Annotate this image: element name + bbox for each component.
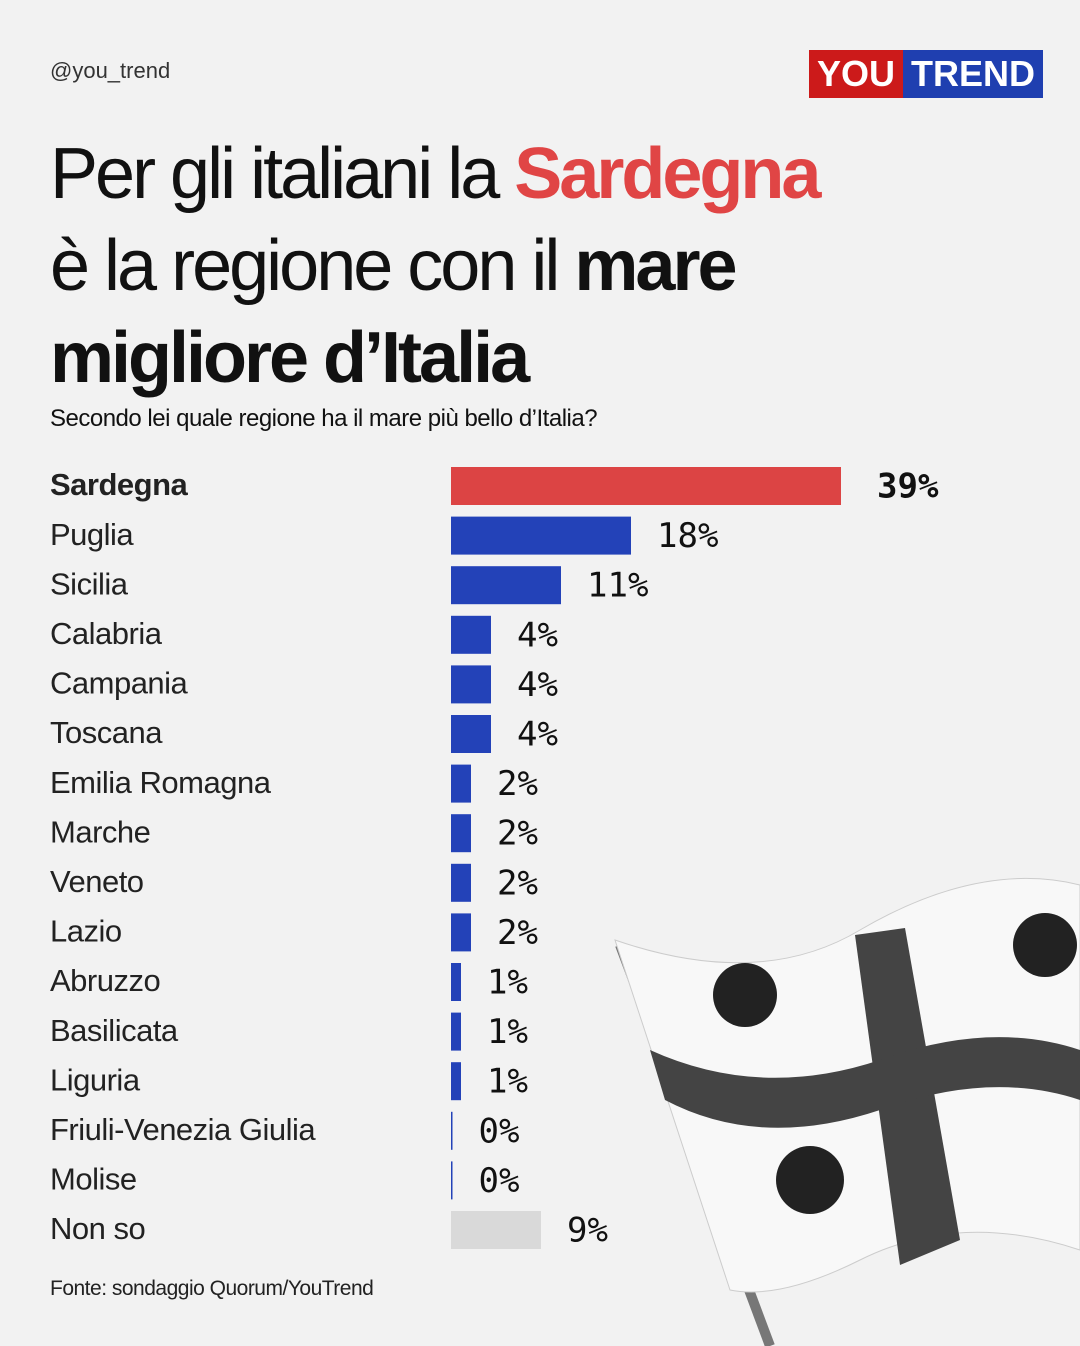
title-part: Per gli italiani la [50, 134, 515, 214]
bar [451, 1161, 453, 1200]
bar [451, 1211, 541, 1249]
bar [451, 863, 471, 902]
bar [451, 963, 461, 1001]
bar [451, 1062, 461, 1101]
category-label: Liguria [50, 1062, 141, 1097]
bar [451, 1111, 453, 1150]
handle: @you_trend [50, 58, 171, 83]
value-label: 2% [497, 863, 538, 903]
title-part: è la regione con il [50, 226, 575, 306]
bar [451, 467, 841, 505]
value-label: 18% [657, 516, 718, 556]
category-label: Lazio [50, 914, 122, 949]
value-label: 1% [487, 963, 528, 1003]
title-part: mare migliore d’Italia [50, 226, 737, 398]
category-label: Basilicata [50, 1013, 179, 1048]
bar [451, 913, 471, 952]
title: Per gli italiani la Sardegna è la region… [50, 128, 950, 404]
bar [451, 814, 471, 853]
bar [451, 516, 631, 555]
value-label: 4% [517, 665, 558, 705]
value-label: 4% [517, 615, 558, 655]
title-part: Sardegna [514, 134, 821, 214]
category-label: Non so [50, 1211, 145, 1246]
category-label: Friuli-Venezia Giulia [50, 1112, 316, 1147]
category-label: Puglia [50, 517, 134, 552]
category-label: Abruzzo [50, 963, 160, 998]
bar [451, 665, 491, 704]
value-label: 0% [479, 1161, 520, 1201]
value-label: 0% [479, 1111, 520, 1151]
category-label: Toscana [50, 715, 163, 750]
category-label: Molise [50, 1162, 137, 1197]
value-label: 9% [567, 1211, 608, 1251]
value-label: 4% [517, 715, 558, 755]
category-label: Sicilia [50, 566, 129, 601]
subtitle: Secondo lei quale regione ha il mare più… [50, 405, 598, 432]
logo-part: TREND [903, 50, 1044, 98]
logo-part: YOU [809, 50, 904, 98]
value-label: 1% [487, 1012, 528, 1052]
category-label: Marche [50, 814, 150, 849]
bar [451, 566, 561, 605]
value-label: 2% [497, 913, 538, 953]
value-label: 2% [497, 764, 538, 804]
category-label: Sardegna [50, 467, 189, 502]
category-label: Campania [50, 666, 189, 701]
category-label: Veneto [50, 864, 144, 899]
bar [451, 764, 471, 803]
value-label: 1% [487, 1062, 528, 1102]
flag [614, 877, 1080, 1346]
source: Fonte: sondaggio Quorum/YouTrend [50, 1277, 374, 1300]
category-label: Calabria [50, 616, 163, 651]
logo: YOU TREND [809, 50, 1044, 98]
value-label: 11% [587, 566, 648, 606]
bar [451, 1012, 461, 1051]
category-label: Emilia Romagna [50, 765, 272, 800]
bar [451, 715, 491, 753]
bar [451, 615, 491, 654]
value-label: 39% [877, 467, 939, 507]
value-label: 2% [497, 814, 538, 854]
